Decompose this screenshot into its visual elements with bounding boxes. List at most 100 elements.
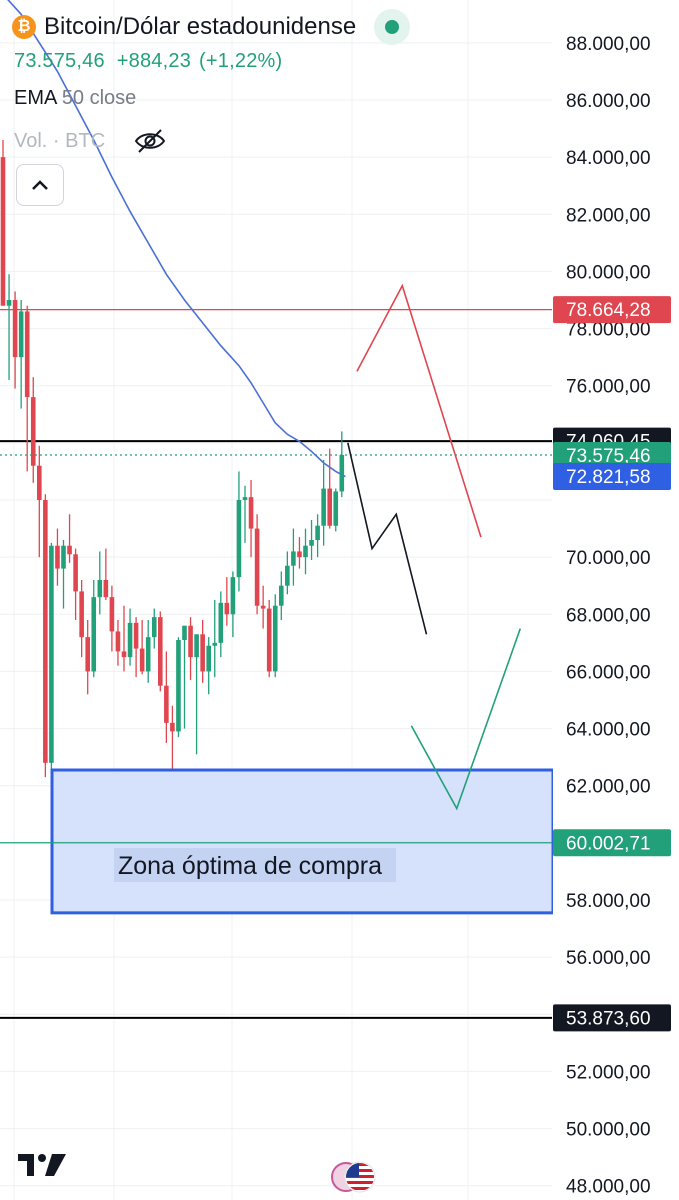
candle-body	[200, 634, 205, 672]
candle-body	[218, 602, 224, 643]
price-label-text: 78.664,28	[566, 300, 651, 321]
candle-body	[248, 497, 254, 529]
last-price: 73.575,46	[14, 50, 105, 72]
axis-tick-label: 52.000,00	[566, 1062, 651, 1083]
axis-tick-label: 68.000,00	[566, 605, 651, 626]
buy-zone: Zona óptima de compra	[50, 768, 555, 915]
candle-body	[206, 645, 211, 672]
candle-body	[139, 648, 145, 672]
candle-body	[97, 580, 103, 598]
axis-tick-label: 50.000,00	[566, 1120, 651, 1141]
candle-body	[109, 597, 115, 632]
candle-body	[0, 157, 6, 306]
axis-tick-label: 58.000,00	[566, 891, 651, 912]
candle-body	[12, 300, 18, 358]
projection-lines	[347, 283, 522, 811]
price-labels: 78.664,2874.060,4573.575,4615:53:2272.82…	[553, 296, 671, 1032]
price-label-box	[553, 463, 671, 491]
candle-body	[49, 545, 54, 763]
bitcoin-icon: ₿	[12, 15, 36, 39]
us-flag-icon[interactable]	[330, 1158, 378, 1196]
candles	[0, 140, 345, 778]
projection-line	[347, 442, 428, 635]
tradingview-logo[interactable]	[16, 1150, 68, 1178]
price-change-pct: (+1,22%)	[199, 50, 283, 72]
candle-body	[103, 580, 109, 598]
eye-off-icon[interactable]	[133, 128, 167, 154]
price-label-text: 60.002,71	[566, 833, 651, 854]
axis-tick-label: 70.000,00	[566, 548, 651, 569]
candle-body	[291, 551, 296, 566]
price-label-box	[553, 296, 671, 324]
axis-tick-label: 84.000,00	[566, 148, 651, 169]
axis-tick-label: 56.000,00	[566, 948, 651, 969]
candle-body	[91, 597, 97, 672]
price-label-box	[553, 1004, 671, 1032]
candle-body	[254, 528, 260, 606]
collapse-legend-button[interactable]	[16, 164, 64, 206]
volume-label: Vol. · BTC	[14, 129, 106, 152]
axis-tick-label: 88.000,00	[566, 34, 651, 55]
candle-body	[212, 642, 218, 646]
candle-body	[321, 488, 326, 526]
price-summary: 73.575,46 +884,23 (+1,22%)	[14, 50, 282, 73]
volume-legend[interactable]: Vol. · BTC	[14, 128, 167, 154]
candle-body	[43, 500, 48, 763]
ema-50-line	[7, 0, 346, 478]
candle-body	[24, 311, 30, 398]
ema-legend[interactable]: EMA 50 close	[14, 87, 136, 110]
symbol-header[interactable]: ₿ Bitcoin/Dólar estadounidense	[12, 9, 411, 45]
symbol-title: Bitcoin/Dólar estadounidense	[44, 13, 357, 40]
candle-body	[303, 545, 308, 558]
candle-body	[224, 602, 230, 615]
zone-label: Zona óptima de compra	[118, 852, 382, 880]
candle-body	[182, 625, 187, 640]
price-label-text: 53.873,60	[566, 1008, 651, 1029]
axis-tick-label: 76.000,00	[566, 377, 651, 398]
axis-tick-label: 78.000,00	[566, 320, 651, 341]
projection-line	[410, 628, 522, 811]
candle-body	[115, 631, 121, 652]
axis-tick-label: 62.000,00	[566, 777, 651, 798]
ema-line	[7, 0, 346, 478]
candle-body	[37, 465, 42, 500]
candle-body	[279, 585, 284, 606]
price-label-text: 73.575,46	[566, 446, 651, 467]
price-change: +884,23	[116, 50, 192, 72]
axis-tick-label: 82.000,00	[566, 205, 651, 226]
candle-body	[55, 545, 60, 569]
candle-body	[170, 722, 175, 732]
ema-name: EMA	[14, 87, 57, 109]
candle-body	[145, 637, 151, 672]
candle-body	[85, 637, 90, 672]
chevron-up-icon	[32, 180, 48, 190]
candle-body	[230, 577, 236, 615]
candle-body	[73, 554, 78, 592]
axis-tick-label: 66.000,00	[566, 662, 651, 683]
candle-body	[18, 311, 24, 358]
candle-body	[151, 617, 157, 638]
candle-body	[164, 685, 169, 723]
candle-body	[272, 605, 278, 672]
horizontal-lines	[0, 308, 552, 1019]
buy-zone-rect	[50, 768, 555, 915]
candle-body	[260, 605, 266, 609]
candle-body	[121, 651, 127, 658]
candle-body	[61, 545, 66, 569]
live-status-indicator[interactable]	[374, 9, 411, 45]
axis-tick-label: 86.000,00	[566, 91, 651, 112]
price-label-box	[553, 829, 671, 857]
candle-body	[30, 397, 36, 466]
candle-body	[297, 551, 302, 558]
candle-body	[67, 545, 72, 555]
candle-body	[309, 540, 314, 546]
candle-body	[327, 488, 332, 526]
candle-body	[285, 565, 290, 586]
axis-tick-label: 64.000,00	[566, 720, 651, 741]
projection-line	[356, 283, 482, 538]
candle-body	[127, 622, 133, 658]
candle-body	[266, 608, 272, 672]
candle-body	[6, 300, 12, 306]
candle-body	[242, 497, 248, 500]
